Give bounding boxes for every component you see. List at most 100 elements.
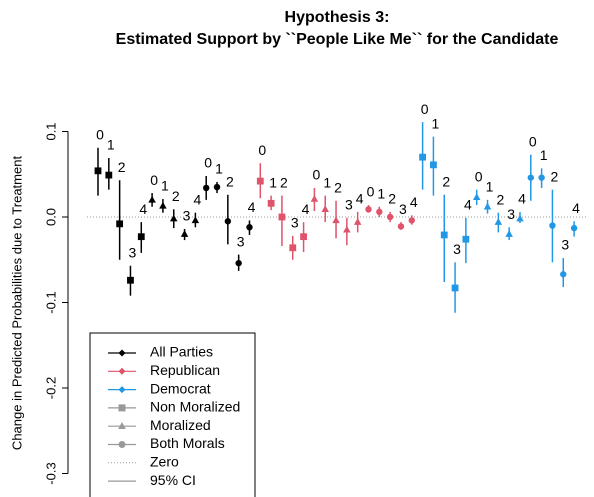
point xyxy=(440,231,448,239)
y-tick-label: 0.1 xyxy=(43,122,58,140)
point-label: 1 xyxy=(540,147,548,163)
point xyxy=(203,184,210,192)
legend-label: Zero xyxy=(150,454,179,470)
point xyxy=(224,218,232,225)
legend-label: Moralized xyxy=(150,417,211,433)
point xyxy=(386,213,394,221)
chart-subtitle: Estimated Support by ``People Like Me`` … xyxy=(116,31,559,48)
point-label: 3 xyxy=(507,206,515,222)
point-label: 2 xyxy=(280,174,288,190)
chart-title: Hypothesis 3: xyxy=(285,9,390,26)
point-label: 0 xyxy=(150,172,158,188)
legend-marker xyxy=(118,404,126,412)
point-label: 1 xyxy=(432,115,440,131)
point-label: 4 xyxy=(248,199,256,215)
point xyxy=(289,244,297,252)
point xyxy=(397,223,405,230)
legend-label: All Parties xyxy=(150,344,213,360)
point-label: 2 xyxy=(118,159,126,175)
point-label: 3 xyxy=(183,208,191,224)
point xyxy=(451,284,459,292)
point-label: 1 xyxy=(269,174,277,190)
point xyxy=(278,213,286,221)
point-label: 0 xyxy=(204,155,212,171)
point-label: 1 xyxy=(486,179,494,195)
point xyxy=(191,216,200,224)
point-label: 3 xyxy=(345,197,353,213)
legend-label: Republican xyxy=(150,362,220,378)
point-label: 4 xyxy=(464,197,472,213)
point-label: 0 xyxy=(313,167,321,183)
point-label: 2 xyxy=(226,173,234,189)
point xyxy=(321,205,329,213)
point xyxy=(560,271,567,278)
legend-label: Democrat xyxy=(150,380,211,396)
point-label: 3 xyxy=(561,237,569,253)
point-label: 1 xyxy=(323,174,331,190)
point-label: 2 xyxy=(172,188,180,204)
point xyxy=(549,222,556,229)
point xyxy=(137,233,145,241)
point xyxy=(170,214,178,222)
point xyxy=(180,230,189,237)
point xyxy=(516,214,524,222)
point xyxy=(376,208,383,216)
point xyxy=(332,216,340,224)
point xyxy=(310,194,319,202)
point xyxy=(246,224,253,231)
point xyxy=(538,174,545,181)
y-tick-label: -0.3 xyxy=(43,462,58,484)
point xyxy=(462,235,470,243)
point xyxy=(148,195,156,203)
point-label: 2 xyxy=(551,168,559,184)
point-label: 3 xyxy=(399,201,407,217)
legend-marker xyxy=(118,422,126,429)
point-label: 3 xyxy=(453,241,461,257)
point-label: 1 xyxy=(215,161,223,177)
point-label: 3 xyxy=(291,215,299,231)
point xyxy=(159,201,167,209)
point xyxy=(105,171,113,179)
point-label: 4 xyxy=(193,191,201,207)
point xyxy=(472,193,481,201)
point xyxy=(116,220,124,228)
point-label: 4 xyxy=(139,201,147,217)
point-label: 0 xyxy=(96,126,104,142)
point xyxy=(127,276,134,284)
point-label: 4 xyxy=(572,200,580,216)
y-tick-label: -0.2 xyxy=(43,377,58,399)
point-label: 2 xyxy=(388,191,396,207)
legend-box xyxy=(89,332,256,497)
legend-marker xyxy=(118,367,126,375)
point xyxy=(419,153,426,161)
point-label: 0 xyxy=(367,184,375,200)
point-label: 3 xyxy=(129,244,137,260)
point xyxy=(483,202,492,210)
point-label: 1 xyxy=(377,185,385,201)
point-label: 2 xyxy=(442,173,450,189)
point xyxy=(213,183,221,191)
point-label: 1 xyxy=(107,137,115,153)
legend-label: Non Moralized xyxy=(150,399,240,415)
legend-marker xyxy=(118,386,126,394)
point xyxy=(527,174,534,181)
point xyxy=(256,177,264,185)
point xyxy=(235,259,242,267)
point-label: 0 xyxy=(475,168,483,184)
point xyxy=(353,218,362,225)
y-tick-label: 0.0 xyxy=(43,208,58,226)
point-label: 3 xyxy=(237,233,245,249)
point xyxy=(430,161,437,169)
point xyxy=(94,167,102,175)
point-label: 2 xyxy=(334,179,342,195)
point xyxy=(267,199,275,207)
y-axis-label: Change in Predicted Probabilities due to… xyxy=(9,156,24,451)
point-label: 4 xyxy=(410,194,418,210)
legend-label: 95% CI xyxy=(150,472,196,488)
point xyxy=(300,233,307,241)
point-label: 0 xyxy=(421,101,429,117)
point-label: 4 xyxy=(356,191,364,207)
legend-marker xyxy=(118,441,126,448)
point xyxy=(570,224,578,232)
